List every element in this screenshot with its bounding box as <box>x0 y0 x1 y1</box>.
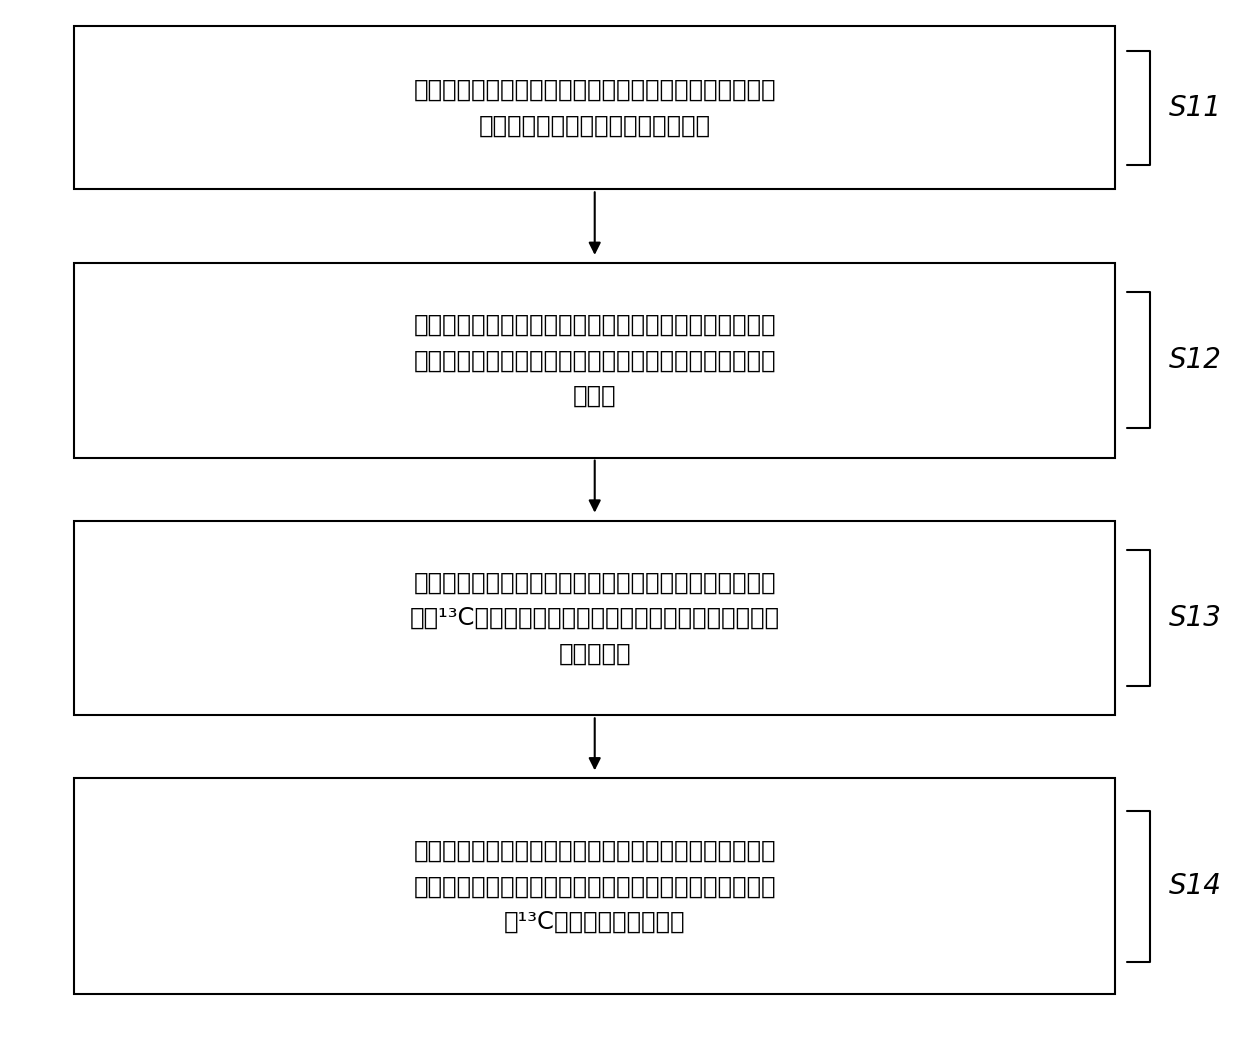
Text: 基于预设脉冲序列在固体核磁共振波谱仪中对待测样品进
行测定，获得伪二维谱图的原始数据: 基于预设脉冲序列在固体核磁共振波谱仪中对待测样品进 行测定，获得伪二维谱图的原始… <box>414 78 776 138</box>
Text: S13: S13 <box>1168 604 1222 632</box>
Text: S11: S11 <box>1168 94 1222 122</box>
Text: 对所述不同延迟时间所对应的谱峰的积分面积随延迟时间
变化的数据进行拟合，获得所述待测样品中各基团所对应
的¹³C的自旋晶格驰豫时间: 对所述不同延迟时间所对应的谱峰的积分面积随延迟时间 变化的数据进行拟合，获得所述… <box>414 838 776 934</box>
FancyBboxPatch shape <box>74 778 1115 994</box>
FancyBboxPatch shape <box>74 521 1115 715</box>
Text: S12: S12 <box>1168 346 1222 375</box>
FancyBboxPatch shape <box>74 263 1115 458</box>
Text: 对所述伪二维谱图的原始数据进行傅立叶变换，并对变换
后的伪二维谱图进行相位和基线校正，获得校正后的伪二
维谱图: 对所述伪二维谱图的原始数据进行傅立叶变换，并对变换 后的伪二维谱图进行相位和基线… <box>414 312 776 408</box>
Text: S14: S14 <box>1168 872 1222 901</box>
FancyBboxPatch shape <box>74 26 1115 189</box>
Text: 在所述校正后的伪二维谱图中，对所述待测样品中的各基
团的¹³C谱峰进行积分，获得不同延迟时间所对应的谱峰
的积分面积: 在所述校正后的伪二维谱图中，对所述待测样品中的各基 团的¹³C谱峰进行积分，获得… <box>410 570 779 666</box>
